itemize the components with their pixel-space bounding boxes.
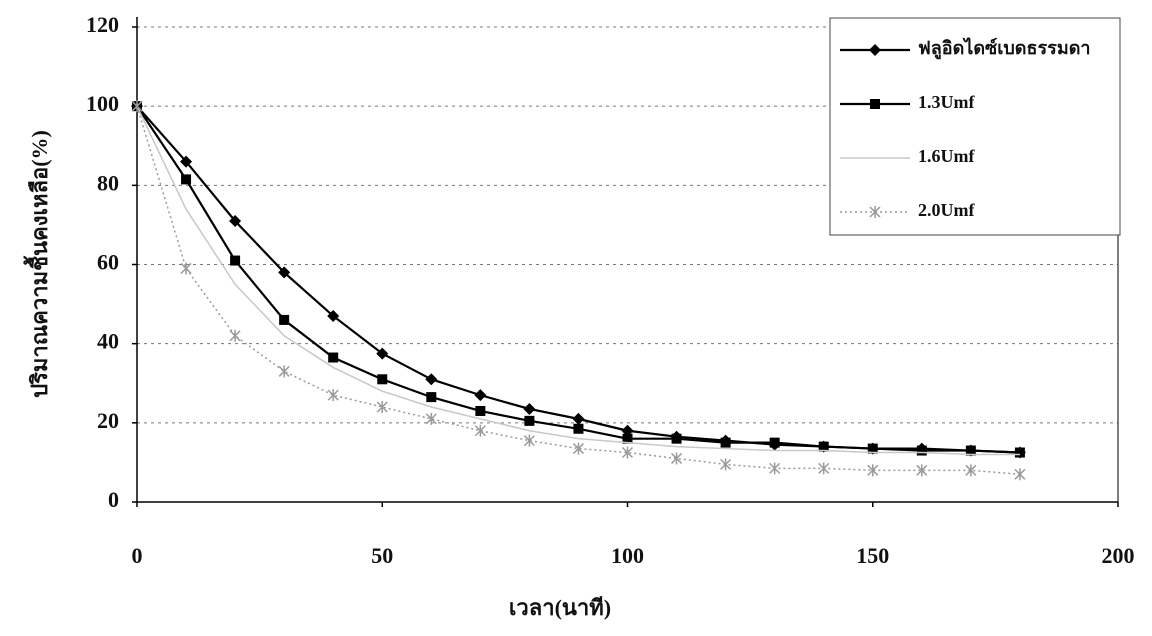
legend-label: 1.6Umf <box>918 146 975 166</box>
marker <box>671 433 682 444</box>
marker <box>1014 447 1025 458</box>
marker <box>426 392 437 403</box>
marker <box>425 373 438 386</box>
legend-box <box>829 17 1121 236</box>
marker <box>474 424 486 437</box>
legend-label: 2.0Umf <box>918 200 975 220</box>
marker <box>965 445 976 456</box>
y-tick-label: 80 <box>97 170 119 195</box>
legend-label: 1.3Umf <box>918 92 975 112</box>
marker <box>622 433 633 444</box>
legend-marker <box>869 206 881 218</box>
marker <box>523 434 535 447</box>
marker <box>376 401 388 413</box>
marker <box>769 462 781 475</box>
marker <box>818 441 829 452</box>
marker <box>867 443 878 454</box>
marker <box>475 405 486 416</box>
y-tick-label: 40 <box>97 329 119 354</box>
marker <box>573 423 584 434</box>
marker <box>916 464 928 477</box>
y-tick-label: 20 <box>97 408 119 433</box>
marker <box>181 174 192 185</box>
marker <box>572 412 585 425</box>
x-tick-label: 0 <box>132 543 143 568</box>
x-tick-label: 200 <box>1102 543 1135 568</box>
marker <box>867 464 879 477</box>
marker <box>769 437 780 448</box>
x-tick-label: 100 <box>611 543 644 568</box>
marker <box>621 446 634 459</box>
marker <box>377 374 388 385</box>
marker <box>474 389 487 402</box>
marker <box>327 309 340 322</box>
y-axis-label: ปริมาณความชื้นคงเหลือ(%) <box>23 130 52 398</box>
marker <box>230 255 241 266</box>
y-tick-label: 120 <box>86 12 119 37</box>
x-axis-label: เวลา(นาที) <box>509 595 611 620</box>
marker <box>425 412 437 425</box>
marker <box>229 329 241 342</box>
marker <box>1014 468 1026 481</box>
marker <box>720 458 732 471</box>
y-tick-label: 60 <box>97 250 119 275</box>
marker <box>180 155 193 168</box>
marker <box>180 262 192 275</box>
marker <box>916 445 927 456</box>
marker <box>278 266 291 279</box>
x-tick-label: 150 <box>856 543 889 568</box>
marker <box>671 452 683 465</box>
legend-marker <box>870 99 880 109</box>
marker <box>720 437 731 448</box>
marker <box>376 347 389 360</box>
marker <box>965 464 977 477</box>
marker <box>328 352 339 363</box>
legend-marker <box>869 44 881 56</box>
y-tick-label: 0 <box>108 487 119 512</box>
legend-label: ฟลูอิดไดซ์เบดธรรมดา <box>918 37 1091 60</box>
marker <box>131 100 143 113</box>
marker <box>279 314 290 325</box>
marker <box>229 214 242 227</box>
marker <box>327 389 339 402</box>
marker <box>278 365 290 378</box>
marker <box>572 442 584 455</box>
marker <box>524 415 535 426</box>
marker <box>818 462 830 475</box>
marker <box>523 402 536 415</box>
x-tick-label: 50 <box>371 543 393 568</box>
y-tick-label: 100 <box>86 91 119 116</box>
series-line <box>136 105 1020 456</box>
